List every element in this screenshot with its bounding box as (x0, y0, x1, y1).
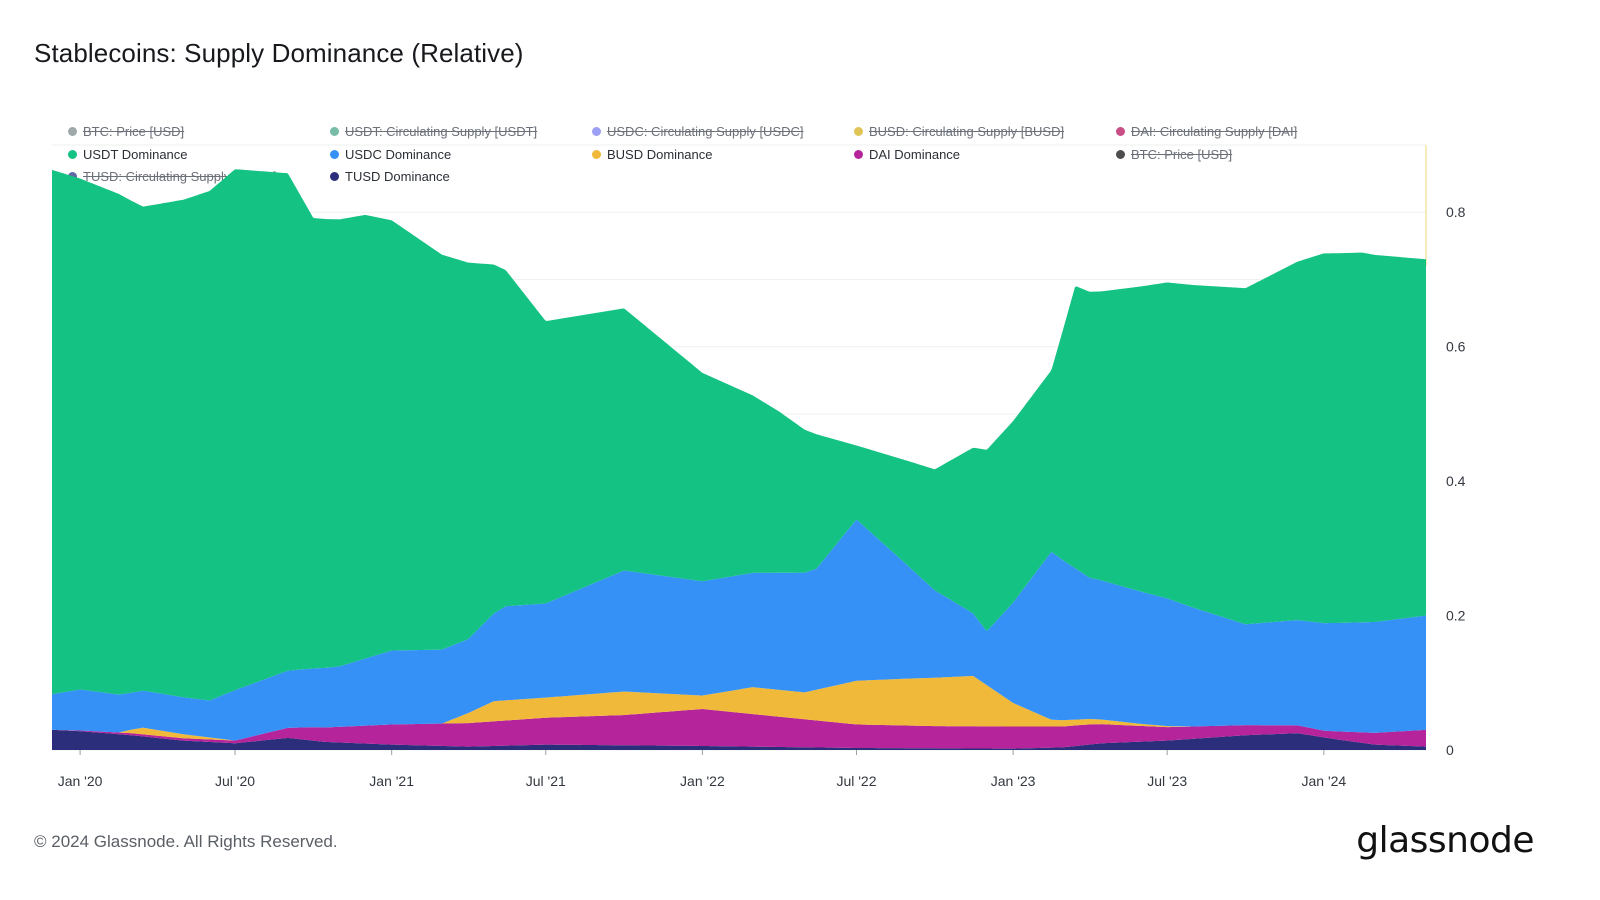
x-tick-label: Jul '21 (526, 773, 566, 789)
usdc-dominance-area (52, 519, 1426, 741)
legend-item[interactable]: USDT Dominance (68, 147, 188, 162)
dai-dominance-area (52, 709, 1426, 749)
legend-item[interactable]: BUSD Dominance (592, 147, 713, 162)
x-tick-label: Jan '23 (991, 773, 1036, 789)
tusd-dominance-area (52, 729, 1426, 750)
y-axis-ticks: 0 0.2 0.4 0.6 0.8 (1446, 204, 1466, 758)
busd-dominance-area (52, 675, 1426, 741)
legend-label: DAI Dominance (869, 146, 961, 162)
x-tick-label: Jan '21 (369, 773, 414, 789)
legend-label: BTC: Price [USD] (83, 124, 185, 139)
usdt-dominance-area (52, 169, 1426, 701)
legend-item[interactable]: USDT: Circulating Supply [USDT] (330, 124, 537, 139)
legend-item[interactable]: BTC: Price [USD] (1116, 147, 1232, 162)
x-tick-label: Jul '23 (1147, 773, 1187, 789)
legend-label: USDT Dominance (83, 146, 188, 162)
legend-swatch-icon (592, 149, 601, 159)
x-tick-label: Jul '20 (215, 773, 255, 789)
y-tick-label: 0.4 (1446, 473, 1466, 489)
x-tick-label: Jan '22 (680, 773, 725, 789)
y-tick-label: 0.6 (1446, 339, 1466, 355)
copyright-notice: © 2024 Glassnode. All Rights Reserved. (34, 832, 338, 851)
legend-swatch-icon (592, 127, 601, 136)
legend-item[interactable]: USDC: Circulating Supply [USDC] (592, 124, 804, 139)
legend-label: BUSD: Circulating Supply [BUSD] (869, 124, 1065, 139)
legend-item[interactable]: TUSD Dominance (330, 169, 450, 184)
y-tick-label: 0.2 (1446, 608, 1466, 624)
chart-title: Stablecoins: Supply Dominance (Relative) (34, 38, 524, 68)
legend-swatch-icon (1116, 149, 1125, 159)
chart-legend: BTC: Price [USD] USDT: Circulating Supply… (68, 124, 1448, 192)
legend-item[interactable]: USDC Dominance (330, 147, 451, 162)
legend-label: BUSD Dominance (607, 146, 713, 162)
legend-swatch-icon (330, 127, 339, 136)
legend-swatch-icon (854, 149, 863, 159)
legend-swatch-icon (330, 172, 339, 181)
legend-item[interactable]: DAI: Circulating Supply [DAI] (1116, 124, 1297, 139)
legend-swatch-icon (854, 127, 863, 136)
series-areas (52, 169, 1426, 750)
x-tick-label: Jan '20 (58, 773, 103, 789)
legend-row: USDT Dominance USDC Dominance BUSD Dominan… (68, 147, 1448, 170)
legend-swatch-icon (330, 149, 339, 159)
legend-label: USDT: Circulating Supply [USDT] (345, 124, 538, 139)
x-tick-label: Jul '22 (836, 773, 876, 789)
legend-label: DAI: Circulating Supply [DAI] (1131, 124, 1298, 139)
legend-item[interactable]: BUSD: Circulating Supply [BUSD] (854, 124, 1064, 139)
legend-label: BTC: Price [USD] (1131, 146, 1233, 162)
legend-row: BTC: Price [USD] USDT: Circulating Supply… (68, 124, 1448, 147)
glassnode-logo: glassnode (1356, 820, 1534, 861)
y-tick-label: 0.8 (1446, 204, 1466, 220)
x-axis-ticks: Jan '20 Jul '20 Jan '21 Jul '21 Jan '22 Jul '… (58, 750, 1346, 789)
x-tick-label: Jan '24 (1301, 773, 1346, 789)
legend-item[interactable]: DAI Dominance (854, 147, 960, 162)
legend-label: USDC Dominance (345, 146, 452, 162)
legend-label: USDC: Circulating Supply [USDC] (607, 124, 804, 139)
legend-label: TUSD Dominance (345, 169, 450, 184)
legend-swatch-icon (68, 127, 77, 136)
legend-swatch-icon (1116, 127, 1125, 136)
legend-swatch-icon (68, 149, 77, 159)
legend-item[interactable]: BTC: Price [USD] (68, 124, 184, 139)
y-tick-label: 0 (1446, 742, 1454, 758)
